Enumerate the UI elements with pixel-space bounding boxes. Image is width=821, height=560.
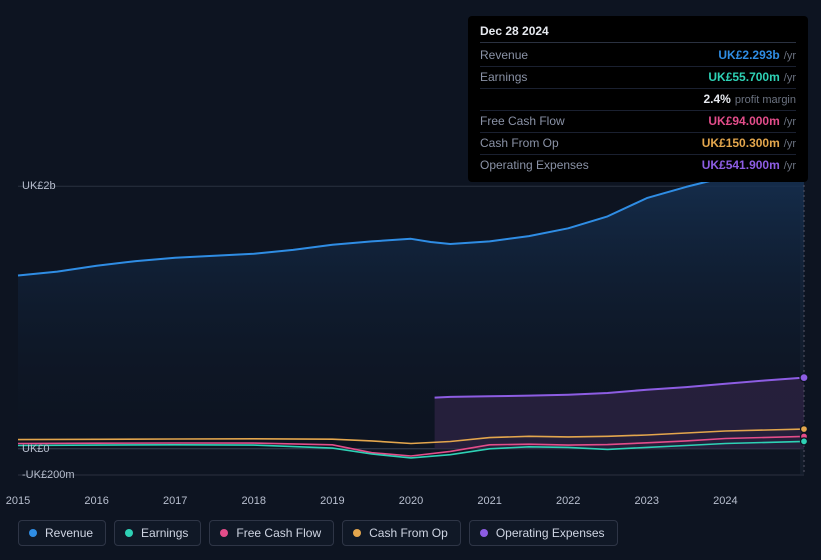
- legend-item-opex[interactable]: Operating Expenses: [469, 520, 618, 546]
- x-axis-tick-label: 2015: [6, 495, 30, 507]
- financials-chart-widget: { "tooltip": { "date": "Dec 28 2024", "r…: [0, 0, 821, 560]
- legend-item-revenue[interactable]: Revenue: [18, 520, 106, 546]
- tooltip-row-label: Earnings: [480, 69, 527, 85]
- legend-item-label: Revenue: [45, 526, 93, 540]
- x-axis-tick-label: 2022: [556, 495, 580, 507]
- y-axis-tick-label: UK£0: [22, 443, 50, 455]
- tooltip-row-suffix: /yr: [784, 158, 796, 174]
- x-axis-tick-label: 2017: [163, 495, 187, 507]
- series-end-marker-opex: [800, 374, 808, 382]
- tooltip-row-cfo: Cash From Op UK£150.300m/yr: [480, 133, 796, 155]
- tooltip-row-suffix: /yr: [784, 48, 796, 64]
- x-axis-tick-label: 2016: [84, 495, 108, 507]
- x-axis-tick-label: 2024: [713, 495, 737, 507]
- x-axis-tick-label: 2019: [320, 495, 344, 507]
- legend-item-fcf[interactable]: Free Cash Flow: [209, 520, 334, 546]
- tooltip-row-label: Revenue: [480, 47, 528, 63]
- tooltip-row-suffix: /yr: [784, 114, 796, 130]
- tooltip-row-value: UK£541.900m: [702, 157, 780, 173]
- tooltip-row-label: Operating Expenses: [480, 157, 589, 173]
- tooltip-row-label: Free Cash Flow: [480, 113, 565, 129]
- tooltip-row-revenue: Revenue UK£2.293b/yr: [480, 45, 796, 67]
- tooltip-row-opex: Operating Expenses UK£541.900m/yr: [480, 155, 796, 176]
- legend-item-label: Free Cash Flow: [236, 526, 321, 540]
- tooltip-row-earnings: Earnings UK£55.700m/yr: [480, 67, 796, 89]
- tooltip-profit-margin-label: profit margin: [735, 92, 796, 108]
- legend-dot-icon: [125, 529, 133, 537]
- series-end-marker-earnings: [801, 438, 808, 445]
- chart-legend: Revenue Earnings Free Cash Flow Cash From O…: [18, 520, 618, 546]
- x-axis-tick-label: 2020: [399, 495, 423, 507]
- tooltip-row-suffix: /yr: [784, 70, 796, 86]
- tooltip-row-value: UK£94.000m: [708, 113, 779, 129]
- tooltip-row-value: UK£2.293b: [718, 47, 779, 63]
- tooltip-profit-margin-value: 2.4%: [704, 91, 731, 107]
- legend-dot-icon: [29, 529, 37, 537]
- x-axis-tick-label: 2023: [635, 495, 659, 507]
- chart-plot-area[interactable]: UK£2bUK£0-UK£200m 2015201620172018201920…: [18, 160, 804, 475]
- tooltip-row-value: UK£55.700m: [708, 69, 779, 85]
- tooltip-row-value: UK£150.300m: [702, 135, 780, 151]
- y-axis-tick-label: UK£2b: [22, 180, 56, 192]
- chart-tooltip: Dec 28 2024 Revenue UK£2.293b/yr Earnings U…: [468, 16, 808, 182]
- tooltip-date: Dec 28 2024: [480, 24, 796, 43]
- legend-dot-icon: [480, 529, 488, 537]
- x-axis-tick-label: 2018: [242, 495, 266, 507]
- legend-item-cfo[interactable]: Cash From Op: [342, 520, 461, 546]
- tooltip-row-fcf: Free Cash Flow UK£94.000m/yr: [480, 111, 796, 133]
- legend-item-label: Operating Expenses: [496, 526, 605, 540]
- series-end-marker-cfo: [801, 426, 808, 433]
- legend-dot-icon: [353, 529, 361, 537]
- legend-item-label: Cash From Op: [369, 526, 448, 540]
- tooltip-row-margin: .2.4%profit margin: [480, 89, 796, 111]
- legend-item-earnings[interactable]: Earnings: [114, 520, 201, 546]
- tooltip-row-suffix: /yr: [784, 136, 796, 152]
- y-axis-tick-label: -UK£200m: [22, 469, 75, 481]
- x-axis-tick-label: 2021: [477, 495, 501, 507]
- legend-dot-icon: [220, 529, 228, 537]
- legend-item-label: Earnings: [141, 526, 188, 540]
- tooltip-row-label: Cash From Op: [480, 135, 559, 151]
